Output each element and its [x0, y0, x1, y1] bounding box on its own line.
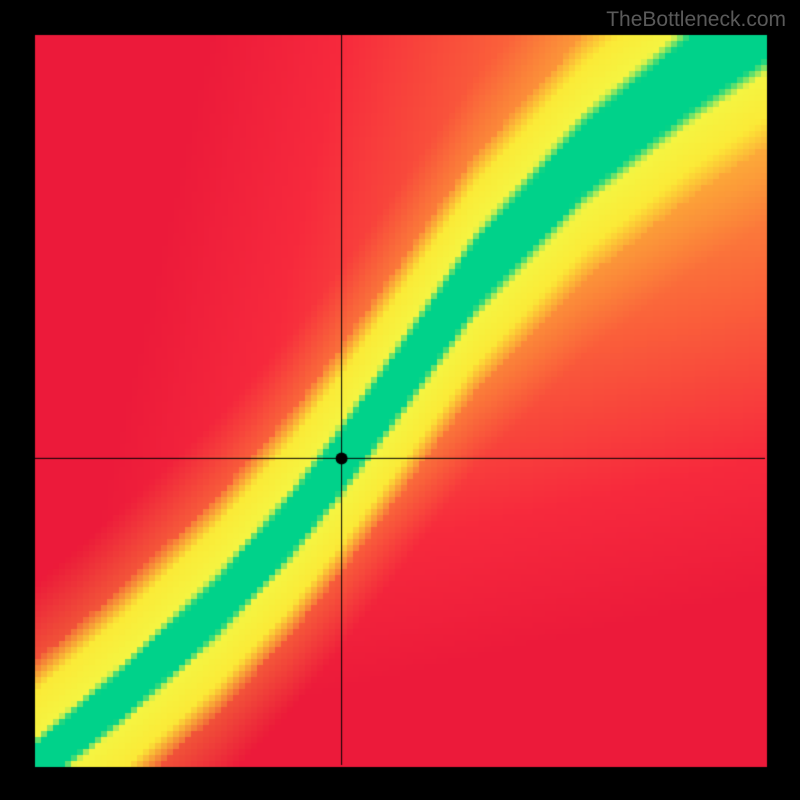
chart-container: { "watermark": { "text": "TheBottleneck.… — [0, 0, 800, 800]
heatmap-canvas — [0, 0, 800, 800]
watermark-text: TheBottleneck.com — [606, 8, 786, 32]
